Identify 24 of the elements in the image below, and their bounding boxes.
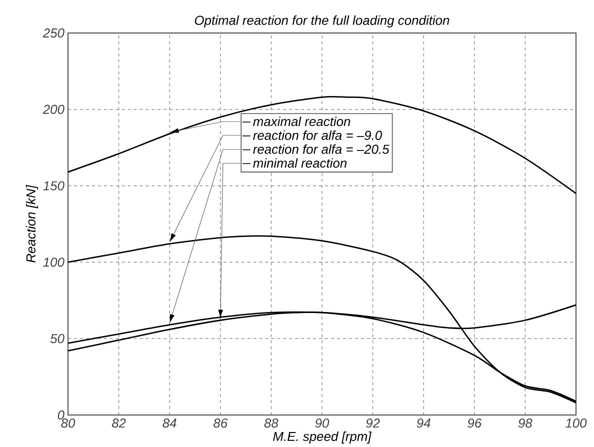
x-tick-label: 98: [518, 418, 532, 428]
legend-label: reaction for alfa = –20.5: [253, 144, 390, 154]
x-tick-label: 88: [264, 418, 278, 428]
y-tick-label: 100: [43, 258, 64, 267]
y-tick-label: 0: [58, 410, 64, 420]
y-tick-label: 250: [42, 28, 64, 38]
y-axis-title: Reaction [kN]: [26, 184, 38, 262]
legend-label: reaction for alfa = –9.0: [253, 130, 382, 140]
x-tick-label: 100: [566, 418, 587, 428]
legend-label: maximal reaction: [253, 116, 350, 126]
legend-label: minimal reaction: [253, 158, 347, 168]
x-tick-label: 90: [315, 418, 330, 428]
x-tick-label: 96: [468, 418, 482, 428]
y-tick-label: 200: [42, 104, 64, 114]
x-tick-label: 94: [416, 418, 430, 428]
x-tick-label: 84: [162, 418, 176, 428]
y-tick-label: 50: [50, 334, 64, 344]
x-tick-label: 86: [214, 418, 228, 428]
x-tick-label: 92: [366, 418, 380, 428]
chart-title: Optimal reaction for the full loading condition: [194, 15, 450, 28]
x-tick-label: 80: [61, 418, 76, 428]
x-tick-label: 82: [112, 418, 126, 428]
x-axis-title: M.E. speed [rpm]: [273, 432, 372, 444]
y-tick-label: 150: [43, 181, 64, 190]
